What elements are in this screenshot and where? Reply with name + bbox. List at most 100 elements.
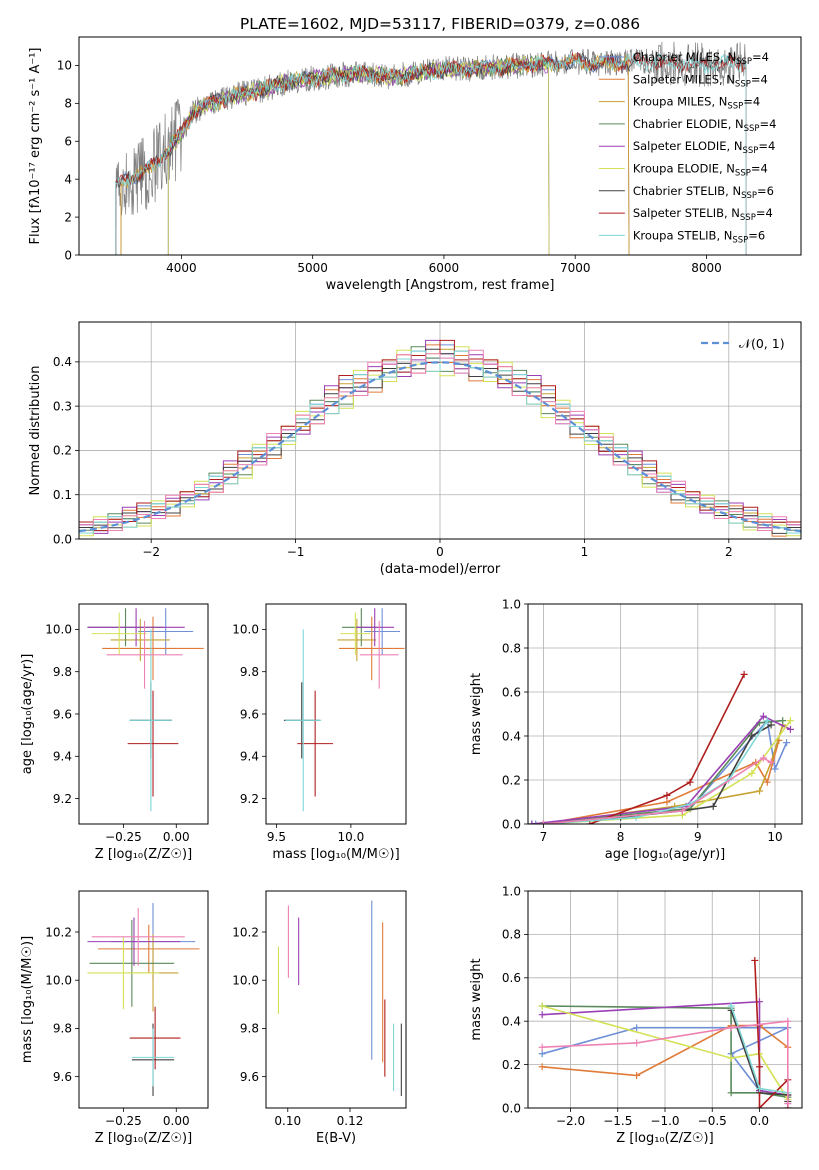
legend-entry: Kroupa MILES, NSSP=4 xyxy=(633,95,760,112)
y-tick-label: 0.0 xyxy=(502,817,521,831)
x-tick-label: 7 xyxy=(540,830,548,844)
model-spectrum-line xyxy=(115,51,747,255)
mass-weight-point xyxy=(538,1043,546,1051)
mass-weight-point xyxy=(633,1024,641,1032)
mass-weight-line xyxy=(543,757,772,824)
x-axis-label: E(B-V) xyxy=(316,1131,356,1146)
y-tick-label: 0.1 xyxy=(53,488,72,502)
y-axis-label: Normed distribution xyxy=(28,366,43,496)
x-tick-label: 8 xyxy=(617,830,625,844)
model-spectrum-line xyxy=(167,55,550,255)
axes-frame xyxy=(527,603,803,825)
mass-weight-point xyxy=(727,1089,735,1097)
y-tick-label: 9.6 xyxy=(53,707,72,721)
residual-histogram-panel: −2 −1 0 1 2 0.0 0.1 0.2 0.3 0.4 (data-model)/error… xyxy=(28,321,802,577)
x-tick-label: 2 xyxy=(725,545,733,559)
x-tick-label: 0.10 xyxy=(274,1114,301,1128)
legend-entry: Kroupa STELIB, NSSP=6 xyxy=(633,228,765,245)
mass-weight-point xyxy=(538,1063,546,1071)
mass-weight-point xyxy=(539,820,547,824)
x-tick-label: 0.00 xyxy=(163,1114,190,1128)
mass-weight-point xyxy=(586,820,594,824)
mass-weight-point xyxy=(633,1039,641,1047)
x-tick-label: −2.0 xyxy=(556,1114,585,1128)
x-tick-label: 10 xyxy=(767,830,782,844)
x-tick-label: 4000 xyxy=(166,261,197,275)
x-tick-label: −2 xyxy=(142,545,160,559)
y-tick-label: 1.0 xyxy=(502,884,521,898)
y-tick-label: 0.4 xyxy=(502,729,521,743)
mass-weight-point xyxy=(740,670,748,678)
y-tick-label: 9.8 xyxy=(240,665,259,679)
x-axis-label: mass [log₁₀(M/M☉)] xyxy=(272,847,399,862)
x-tick-label: −1.0 xyxy=(650,1114,679,1128)
residual-histogram-step xyxy=(79,346,801,537)
mass-weight-point xyxy=(751,956,759,964)
axes-frame xyxy=(78,36,802,256)
y-tick-label: 0.4 xyxy=(502,1015,521,1029)
y-tick-label: 9.4 xyxy=(53,750,72,764)
y-axis-label: mass weight xyxy=(469,673,484,755)
y-tick-label: 0.4 xyxy=(53,355,72,369)
y-tick-label: 6 xyxy=(64,135,72,149)
mass-weight-point xyxy=(538,1002,546,1010)
legend-entry: Salpeter MILES, NSSP=4 xyxy=(633,72,768,89)
legend-entry: Salpeter ELODIE, NSSP=4 xyxy=(633,139,776,156)
mass-weight-point xyxy=(786,725,794,733)
y-tick-label: 9.8 xyxy=(53,1022,72,1036)
legend-entry: Chabrier STELIB, NSSP=6 xyxy=(633,184,774,201)
model-spectrum-line xyxy=(115,52,747,255)
model-spectrum-line xyxy=(167,58,550,255)
mass-weight-point xyxy=(532,820,540,824)
y-tick-label: 0.8 xyxy=(502,928,521,942)
y-tick-label: 10 xyxy=(57,59,72,73)
mass-weight-point xyxy=(709,802,717,810)
mass-weight-point xyxy=(759,754,767,762)
y-axis-label: Flux [fλ10⁻¹⁷ erg cm⁻² s⁻¹ A⁻¹] xyxy=(28,48,43,245)
y-axis-label: mass weight xyxy=(469,958,484,1040)
mass-weight-point xyxy=(767,758,775,766)
mass-weight-point xyxy=(756,787,764,795)
plot-marks xyxy=(87,903,200,1096)
figure-title: PLATE=1602, MJD=53117, FIBERID=0379, z=0… xyxy=(240,15,640,33)
mass-weight-point xyxy=(686,778,694,786)
y-tick-label: 9.2 xyxy=(240,792,259,806)
mass-weight-point xyxy=(755,1084,763,1092)
x-tick-label: 0.00 xyxy=(163,830,190,844)
y-tick-label: 10.0 xyxy=(45,623,72,637)
axes-frame xyxy=(265,603,407,825)
mass-weight-point xyxy=(784,1100,792,1108)
mass-weight-point xyxy=(748,732,756,740)
mass-weight-point xyxy=(727,1002,735,1010)
residual-histogram-step xyxy=(79,350,801,534)
y-tick-label: 9.6 xyxy=(240,707,259,721)
axes-frame xyxy=(527,890,803,1109)
mass-weight-point xyxy=(727,1024,735,1032)
y-tick-label: 9.8 xyxy=(53,665,72,679)
plot-marks xyxy=(87,608,204,812)
x-axis-label: Z [log₁₀(Z/Z☉)] xyxy=(95,1131,192,1146)
y-tick-label: 0.0 xyxy=(53,532,72,546)
x-axis-label: age [log₁₀(age/yr)] xyxy=(605,847,726,862)
x-tick-label: 1 xyxy=(581,545,589,559)
legend-entry: Kroupa ELODIE, NSSP=4 xyxy=(633,162,768,179)
mass-weight-point xyxy=(763,717,771,725)
y-tick-label: 10.0 xyxy=(232,974,259,988)
legend-entry: Chabrier ELODIE, NSSP=4 xyxy=(633,117,777,134)
y-tick-label: 0.8 xyxy=(502,641,521,655)
legend-entry: 𝒩(0, 1) xyxy=(739,336,785,351)
x-tick-label: −1 xyxy=(287,545,305,559)
x-tick-label: 0.12 xyxy=(337,1114,364,1128)
y-tick-label: 0.3 xyxy=(53,399,72,413)
age-vs-metallicity-panel: −0.25 0.00 9.2 9.4 9.6 9.8 10.0 Z [log₁₀(Z/Z☉)]… xyxy=(20,603,209,862)
x-tick-label: 5000 xyxy=(297,261,328,275)
axes-frame xyxy=(78,321,802,540)
plot-marks xyxy=(538,956,792,1108)
y-tick-label: 9.6 xyxy=(53,1070,72,1084)
y-tick-label: 1.0 xyxy=(502,597,521,611)
plot-marks xyxy=(283,608,405,812)
residual-histogram-step xyxy=(79,339,801,532)
y-tick-label: 9.2 xyxy=(53,792,72,806)
y-tick-label: 10.0 xyxy=(45,974,72,988)
